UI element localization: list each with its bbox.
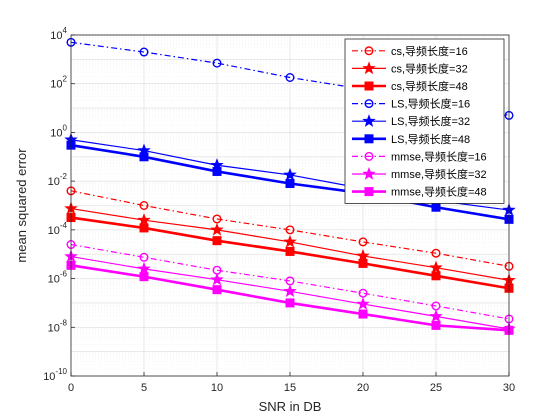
data-point-square — [364, 187, 374, 197]
data-point-star — [356, 296, 370, 310]
legend-label: cs,导频长度=48 — [391, 79, 468, 93]
legend-label: cs,导频长度=32 — [391, 61, 468, 75]
data-point-star — [137, 261, 151, 275]
data-point-square — [212, 166, 222, 176]
legend: cs,导频长度=16 cs,导频长度=32 cs,导频长度=48 LS,导频长度=16… — [344, 38, 505, 204]
data-point-square — [285, 246, 295, 256]
data-point-square — [139, 272, 149, 282]
series-group — [66, 186, 514, 271]
y-tick-label: 10-6 — [48, 270, 68, 286]
data-point-square — [358, 309, 368, 319]
data-point-square — [364, 81, 374, 91]
axis-ticks: 0 5 10 15 20 25 30 104 102 100 10-2 10-4 10-6 10-8 10-… — [43, 26, 515, 394]
data-point-circle — [139, 47, 149, 57]
data-point-star — [356, 248, 370, 262]
x-axis-label: SNR in DB — [259, 399, 322, 414]
x-tick-label: 5 — [141, 382, 147, 394]
x-tick-label: 15 — [284, 382, 296, 394]
data-point-circle — [364, 151, 374, 161]
data-point-square — [431, 271, 441, 281]
data-point-circle — [364, 99, 374, 109]
data-point-circle — [364, 46, 374, 56]
data-point-star — [362, 114, 376, 127]
data-point-circle — [285, 72, 295, 82]
legend-entry: cs,导频长度=48 — [352, 79, 468, 93]
data-point-square — [212, 285, 222, 295]
data-point-star — [362, 166, 376, 180]
data-point-star — [429, 260, 443, 274]
legend-label: mmse,导频长度=32 — [391, 167, 487, 181]
legend-label: LS,导频长度=16 — [391, 97, 470, 111]
data-point-square — [139, 152, 149, 162]
y-tick-label: 10-2 — [48, 172, 68, 188]
data-point-circle — [212, 214, 222, 224]
data-point-square — [431, 202, 441, 212]
y-axis-label: mean squared error — [14, 148, 29, 263]
data-point-star — [429, 309, 443, 323]
legend-label: cs,导频长度=16 — [391, 44, 468, 58]
legend-entry: cs,导频长度=32 — [352, 61, 468, 75]
series-line — [70, 190, 510, 267]
y-tick-label: 104 — [50, 26, 67, 42]
data-point-square — [364, 134, 374, 144]
y-tick-label: 102 — [50, 75, 67, 91]
data-point-circle — [139, 200, 149, 210]
legend-entry: LS,导频长度=16 — [352, 97, 470, 111]
legend-entry: mmse,导频长度=16 — [352, 149, 487, 163]
legend-entry: cs,导频长度=16 — [352, 44, 468, 58]
legend-entry: LS,导频长度=48 — [352, 132, 470, 146]
data-point-circle — [285, 225, 295, 235]
data-point-star — [210, 272, 224, 286]
data-point-circle — [212, 58, 222, 68]
data-point-square — [358, 258, 368, 268]
data-point-star — [283, 234, 297, 248]
data-point-square — [139, 223, 149, 233]
legend-label: LS,导频长度=32 — [391, 114, 470, 128]
data-point-circle — [139, 252, 149, 262]
legend-entry: mmse,导频长度=32 — [352, 166, 487, 181]
legend-label: mmse,导频长度=48 — [391, 185, 487, 199]
data-point-star — [210, 222, 224, 236]
data-point-square — [212, 236, 222, 246]
x-tick-label: 30 — [503, 382, 515, 394]
x-tick-label: 25 — [430, 382, 442, 394]
y-tick-label: 100 — [50, 123, 67, 139]
data-point-star — [283, 284, 297, 298]
y-tick-label: 10-8 — [48, 318, 68, 334]
data-point-square — [431, 320, 441, 330]
y-tick-label: 10-4 — [48, 221, 68, 237]
x-tick-label: 10 — [211, 382, 223, 394]
legend-label: mmse,导频长度=16 — [391, 149, 487, 163]
legend-entry: LS,导频长度=32 — [352, 114, 470, 128]
y-tick-label: 10-10 — [43, 367, 67, 383]
data-point-star — [362, 61, 376, 75]
data-point-star — [137, 213, 151, 226]
legend-entry: mmse,导频长度=48 — [352, 185, 487, 199]
legend-label: LS,导频长度=48 — [391, 132, 470, 146]
x-tick-label: 0 — [68, 382, 74, 394]
data-point-circle — [431, 248, 441, 258]
data-point-circle — [358, 237, 368, 247]
series-line — [70, 243, 510, 320]
data-point-star — [283, 167, 297, 181]
data-point-square — [285, 298, 295, 308]
x-tick-label: 20 — [357, 382, 369, 394]
data-point-square — [285, 179, 295, 189]
